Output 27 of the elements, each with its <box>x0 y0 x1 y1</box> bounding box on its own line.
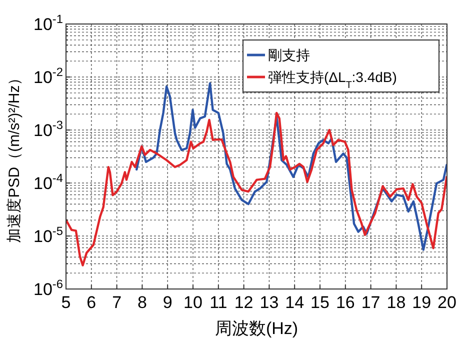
y-tick-label: 10$^{-5}$ <box>34 224 64 246</box>
x-tick-label: 5 <box>61 293 71 312</box>
y-axis-title: 加速度PSD（(m/s²)²/Hz） <box>6 70 23 243</box>
x-axis-title: 周波数(Hz) <box>214 319 298 338</box>
x-tick-label: 11 <box>210 293 228 312</box>
x-tick-label: 17 <box>361 293 380 312</box>
x-tick-label: 12 <box>234 293 254 312</box>
x-tick-label: 7 <box>112 293 122 312</box>
x-tick-label: 8 <box>137 293 147 312</box>
y-tick-label: 10$^{-2}$ <box>34 65 64 87</box>
line-series <box>66 112 447 266</box>
x-tick-label: 16 <box>336 293 355 312</box>
y-tick-label: 10$^{-3}$ <box>34 118 64 140</box>
x-tick-label: 20 <box>438 293 456 312</box>
x-tick-label: 18 <box>386 293 406 312</box>
y-tick-label: 10$^{-4}$ <box>34 171 64 193</box>
y-tick-label: 10$^{-1}$ <box>34 12 64 34</box>
x-tick-label: 9 <box>162 293 172 312</box>
x-tick-label: 15 <box>310 293 330 312</box>
x-tick-label: 6 <box>86 293 96 312</box>
x-tick-label: 19 <box>412 293 432 312</box>
y-tick-label: 10$^{-6}$ <box>34 277 64 299</box>
x-tick-label: 13 <box>260 293 279 312</box>
legend-label: 剛支持 <box>268 47 310 63</box>
legend-label: 弾性支持(ΔL$_{T}$:3.4dB) <box>268 69 397 90</box>
x-tick-label: 14 <box>285 293 304 312</box>
x-tick-label: 10 <box>184 293 202 312</box>
